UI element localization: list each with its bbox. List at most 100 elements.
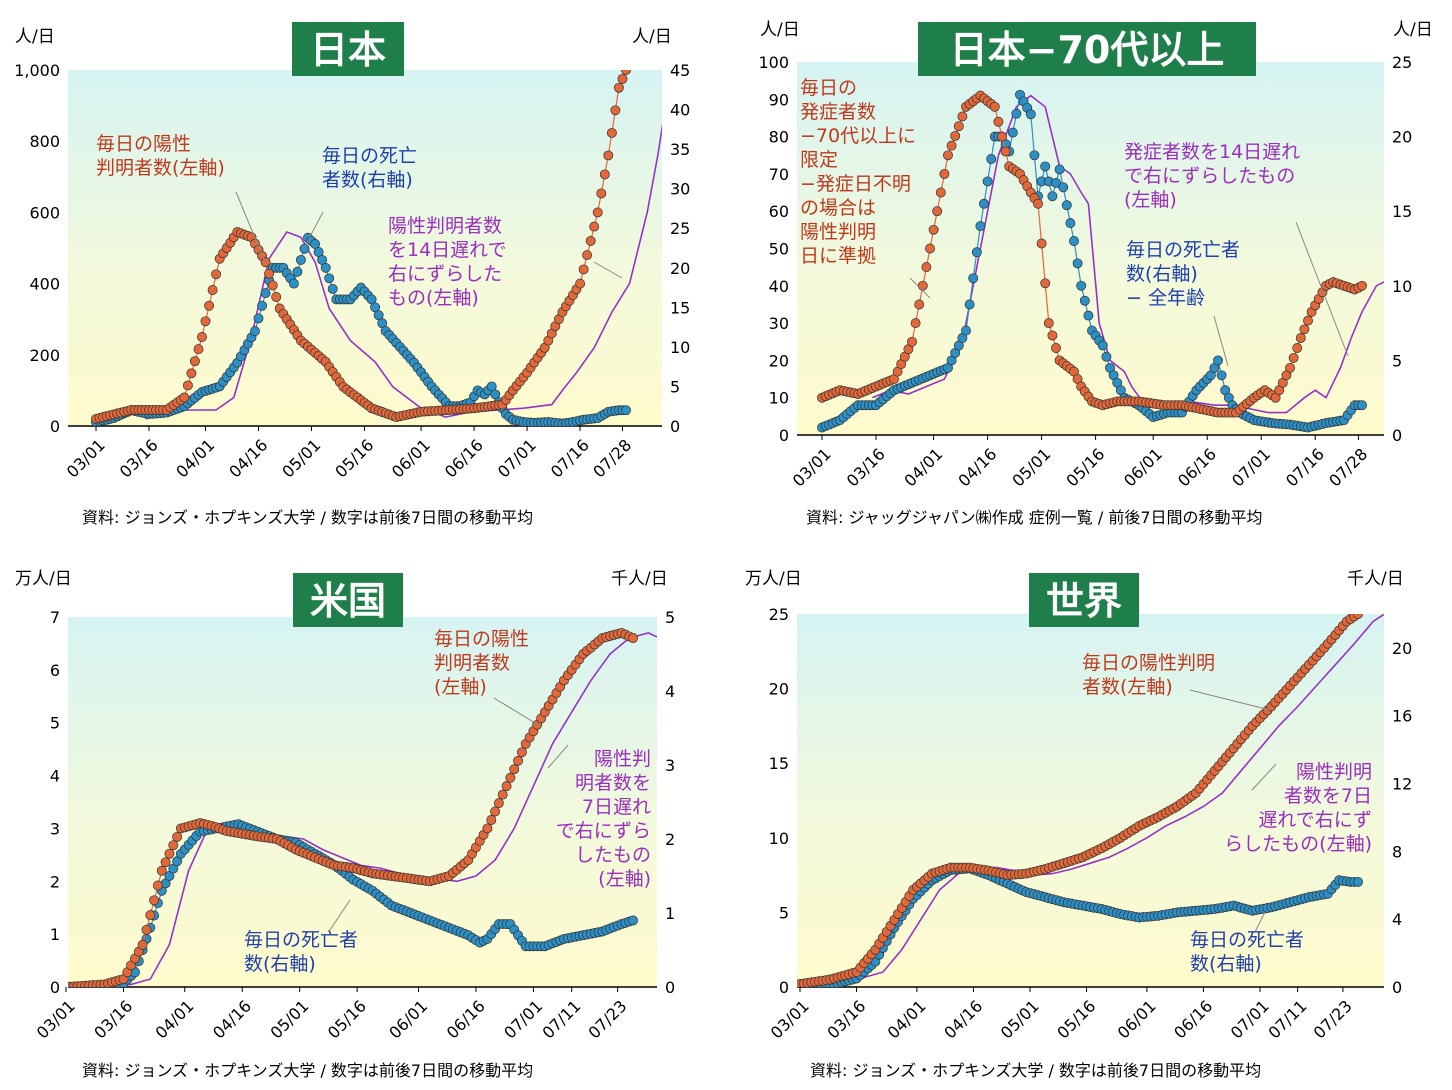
japan-70plus-x-tick-label: 04/01 xyxy=(900,444,946,490)
japan-annotation-blue: 毎日の死亡 xyxy=(322,145,417,167)
japan-70plus-series-blue-point xyxy=(1058,182,1069,193)
japan-70plus-right-unit: 人/日 xyxy=(1393,20,1433,40)
world-right-unit: 千人/日 xyxy=(1347,569,1404,589)
japan-annotation-orange: 毎日の陽性 xyxy=(96,133,191,155)
japan-70plus-series-blue-point xyxy=(1069,236,1079,246)
japan-series-orange-point xyxy=(610,105,621,116)
japan-70plus-series-orange-point xyxy=(950,130,961,141)
japan-left-tick-label: 0 xyxy=(50,417,60,436)
japan-70plus-series-purple-line xyxy=(872,94,1384,414)
japan-70plus-series-orange-point xyxy=(939,168,950,179)
japan-right-tick-label: 45 xyxy=(670,61,690,80)
japan-70plus-left-tick-label: 70 xyxy=(769,165,789,184)
world-x-tick-label: 07/01 xyxy=(1227,996,1273,1042)
japan-series-orange-point xyxy=(197,332,207,342)
japan-series-blue-point xyxy=(292,266,303,277)
japan-70plus-series-blue-point xyxy=(1029,150,1040,161)
japan-70plus-left-tick-label: 40 xyxy=(769,277,789,296)
japan-source-note: 資料: ジョンズ・ホプキンズ大学 / 数字は前後7日間の移動平均 xyxy=(82,508,533,527)
usa-annotation-purple: で右にずら xyxy=(556,820,651,842)
japan-annotation-leader xyxy=(304,211,324,247)
japan-70plus-series-orange-point xyxy=(1285,362,1295,373)
japan-70plus-left-unit: 人/日 xyxy=(760,20,800,40)
japan-70plus-title-box xyxy=(918,22,1256,76)
japan-70plus-right-tick-label: 15 xyxy=(1392,202,1412,221)
usa-left-tick-label: 4 xyxy=(50,767,60,786)
usa-left-tick-label: 7 xyxy=(50,608,60,627)
usa-x-tick-label: 07/23 xyxy=(584,996,630,1042)
japan-series-blue-point xyxy=(253,313,264,324)
japan-70plus-x-tick-label: 06/16 xyxy=(1174,444,1220,490)
japan-right-tick-label: 10 xyxy=(670,338,690,357)
usa-right-unit: 千人/日 xyxy=(611,569,668,589)
japan-plot-area xyxy=(68,70,662,426)
japan-series-blue-point xyxy=(299,243,310,254)
usa-left-tick-label: 1 xyxy=(50,925,60,944)
japan-70plus-annotation-purple: (左軸) xyxy=(1124,189,1177,211)
japan-70plus-series-blue-point xyxy=(1076,280,1087,291)
usa-x-tick-label: 07/01 xyxy=(500,996,546,1042)
japan-70plus-annotation-blue: 数(右軸) xyxy=(1126,263,1198,285)
japan-series-orange-point xyxy=(182,380,193,391)
japan-title-box xyxy=(292,22,404,76)
japan-70plus-left-tick-label: 50 xyxy=(769,240,789,259)
japan-70plus-x-tick-label: 05/16 xyxy=(1062,444,1108,490)
usa-series-orange-point xyxy=(482,823,493,834)
japan-annotation-leader xyxy=(235,191,266,263)
japan-70plus-series-blue-point xyxy=(1213,355,1223,366)
japan-series-orange-point xyxy=(585,235,596,246)
usa-series-group xyxy=(68,627,657,987)
japan-70plus-series-blue-point xyxy=(961,325,971,336)
usa-series-orange-point xyxy=(628,633,638,644)
japan-left-tick-label: 800 xyxy=(29,132,60,151)
usa-series-orange-point xyxy=(509,764,520,775)
japan-70plus-series-orange-point xyxy=(1047,330,1058,341)
japan-annotation-blue: 者数(右軸) xyxy=(322,169,413,191)
japan-70plus-annotation-blue: 毎日の死亡者 xyxy=(1126,239,1240,261)
usa-series-orange-point xyxy=(505,772,516,783)
japan-series-orange-point xyxy=(207,285,218,295)
world-annotation-blue: 数(右軸) xyxy=(1190,953,1262,975)
japan-70plus-annotation-orange: 陽性判明 xyxy=(800,221,876,243)
japan-series-orange-point xyxy=(613,82,624,93)
japan-70plus-series-blue-point xyxy=(1025,109,1036,120)
usa-right-tick-label: 0 xyxy=(665,978,675,997)
japan-70plus-series-blue-point xyxy=(1072,258,1083,269)
japan-70plus-series-blue-point xyxy=(1083,310,1094,321)
japan-x-tick-label: 06/16 xyxy=(441,435,487,481)
japan-series-orange-point xyxy=(603,150,614,161)
japan-left-tick-label: 200 xyxy=(29,346,60,365)
japan-70plus-series-orange-point xyxy=(1051,343,1061,353)
japan-70plus-series-blue-point xyxy=(1040,161,1051,172)
world-left-tick-label: 10 xyxy=(769,829,789,848)
japan-series-group xyxy=(91,70,662,426)
world-left-tick-label: 0 xyxy=(779,978,789,997)
usa-annotation-blue: 毎日の死亡者 xyxy=(244,929,358,951)
japan-right-tick-label: 25 xyxy=(670,219,690,238)
japan-70plus-series-blue-point xyxy=(986,154,997,164)
japan-70plus-annotation-leader xyxy=(1295,221,1349,357)
japan-x-tick-label: 03/16 xyxy=(116,435,162,481)
usa-series-orange-point xyxy=(493,798,504,809)
japan-series-blue-point xyxy=(257,300,268,311)
world-left-tick-label: 25 xyxy=(769,605,789,624)
usa-left-unit: 万人/日 xyxy=(15,569,72,589)
world-annotation-leader xyxy=(1251,763,1277,791)
japan-70plus-annotation-leader xyxy=(1213,315,1229,367)
japan-70plus-annotation-blue: − 全年齢 xyxy=(1126,287,1205,309)
japan-series-blue-point xyxy=(486,381,497,392)
usa-series-orange-point xyxy=(513,755,524,766)
japan-series-orange-point xyxy=(211,269,222,280)
usa-series-orange-point xyxy=(156,865,167,876)
japan-70plus-series-blue-point xyxy=(1065,218,1076,229)
japan-series-orange-point xyxy=(189,356,200,367)
japan-70plus-annotation-orange: の場合は xyxy=(800,197,876,219)
japan-70plus-series-blue-point xyxy=(964,299,975,310)
japan-x-tick-label: 07/28 xyxy=(589,435,635,481)
japan-70plus-series-orange-point xyxy=(953,121,964,132)
usa-series-orange-point xyxy=(149,895,160,906)
world-x-tick-label: 04/01 xyxy=(884,996,930,1042)
japan-70plus-annotation-orange: 日に準拠 xyxy=(800,245,876,267)
japan-series-blue-point xyxy=(295,254,306,265)
